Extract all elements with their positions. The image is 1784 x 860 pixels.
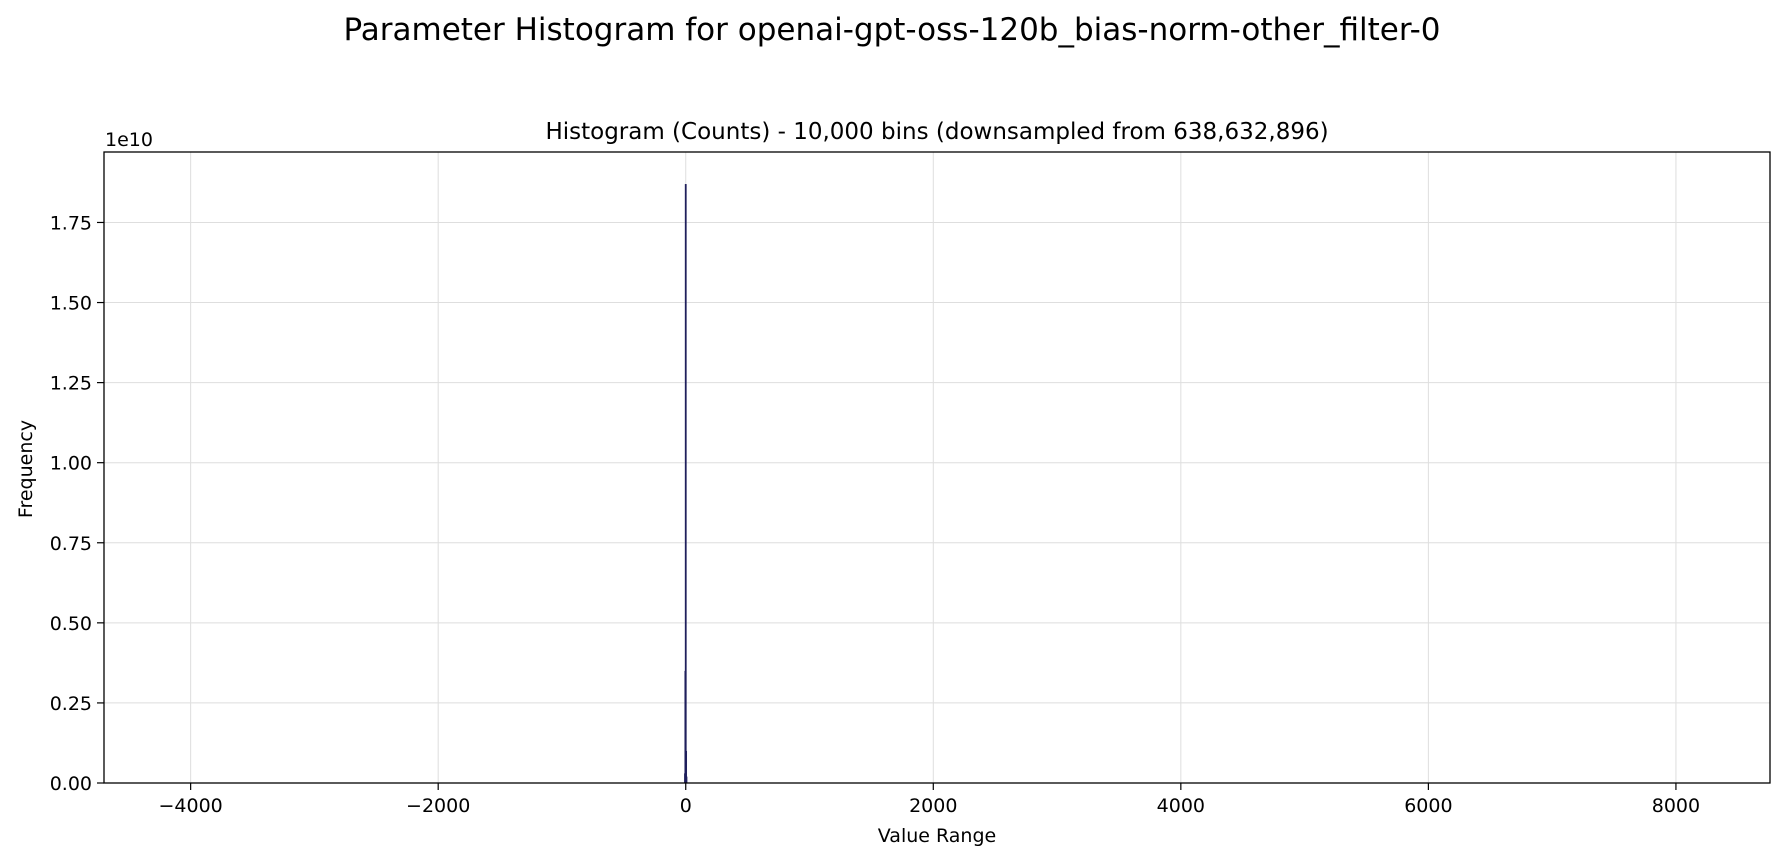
- y-tick-label: 1.25: [50, 373, 92, 395]
- x-tick-label: −4000: [159, 795, 223, 817]
- y-axis-offset-label: 1e10: [105, 129, 153, 151]
- histogram-bar: [685, 776, 688, 783]
- y-tick-label: 1.75: [50, 212, 92, 234]
- x-tick-label: 4000: [1157, 795, 1205, 817]
- plot-frame: [103, 151, 1771, 784]
- y-axis-label: Frequency: [15, 420, 37, 518]
- y-tick-label: 1.00: [50, 453, 92, 475]
- histogram-bar: [685, 750, 688, 783]
- x-tick-label: 2000: [909, 795, 957, 817]
- y-tick-label: 0.75: [50, 533, 92, 555]
- grid: [104, 152, 1770, 784]
- chart-title: Histogram (Counts) - 10,000 bins (downsa…: [545, 119, 1328, 145]
- x-tick-label: −2000: [406, 795, 470, 817]
- figure-title: Parameter Histogram for openai-gpt-oss-1…: [343, 12, 1440, 48]
- x-axis-label: Value Range: [878, 825, 996, 847]
- y-tick-label: 1.50: [50, 293, 92, 315]
- x-tick-label: 6000: [1404, 795, 1452, 817]
- x-tick-label: 8000: [1652, 795, 1700, 817]
- x-tick-label: 0: [680, 795, 692, 817]
- y-tick-label: 0.00: [50, 773, 92, 795]
- y-tick-label: 0.25: [50, 693, 92, 715]
- axis-ticks: −4000 −2000 0 2000 4000 6000 8000 0.00 0.25 0.50 0…: [50, 212, 1700, 817]
- histogram-bars: [684, 184, 688, 783]
- histogram-bar: [684, 184, 687, 783]
- y-tick-label: 0.50: [50, 613, 92, 635]
